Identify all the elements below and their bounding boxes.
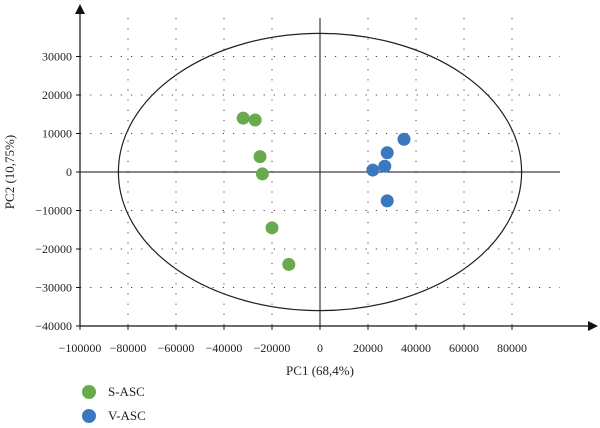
x-tick-label: 60000 [449, 341, 479, 355]
x-tick-label: −20000 [254, 341, 291, 355]
data-point-s-asc [282, 257, 296, 271]
data-point-s-asc [253, 150, 267, 164]
data-point-v-asc [380, 194, 394, 208]
y-tick-label: −10000 [35, 204, 72, 218]
data-point-v-asc [380, 146, 394, 160]
y-tick-label: −30000 [35, 281, 72, 295]
x-tick-label: 20000 [353, 341, 383, 355]
x-tick-label: −80000 [110, 341, 147, 355]
data-point-v-asc [397, 132, 411, 146]
y-tick-label: 0 [66, 165, 72, 179]
data-point-s-asc [265, 221, 279, 235]
y-axis-label: PC2 (10,75%) [2, 135, 17, 209]
legend: S-ASC V-ASC [82, 380, 146, 428]
legend-item-s-asc: S-ASC [82, 380, 146, 404]
axes-layer: −100000 −80000 −60000 −40000 −20000 0 20000 400… [35, 4, 598, 355]
x-tick-label: 80000 [497, 341, 527, 355]
legend-item-v-asc: V-ASC [82, 404, 146, 428]
legend-marker-v-asc [82, 409, 96, 423]
legend-label-s-asc: S-ASC [108, 384, 145, 399]
legend-marker-s-asc [82, 385, 96, 399]
y-tick-label: 20000 [42, 88, 72, 102]
y-tick-label: 10000 [42, 127, 72, 141]
data-point-s-asc [236, 111, 250, 125]
x-tick-label: 40000 [401, 341, 431, 355]
data-point-v-asc [378, 159, 392, 173]
x-tick-label: 0 [317, 341, 323, 355]
x-axis-arrow [588, 321, 598, 331]
x-axis-label: PC1 (68,4%) [286, 363, 354, 378]
x-tick-label: −100000 [59, 341, 102, 355]
x-tick-label: −60000 [158, 341, 195, 355]
y-tick-label: 30000 [42, 50, 72, 64]
y-tick-label: −20000 [35, 242, 72, 256]
legend-label-v-asc: V-ASC [108, 408, 146, 423]
data-point-v-asc [366, 163, 380, 177]
y-axis-arrow [75, 4, 85, 14]
x-tick-label: −40000 [206, 341, 243, 355]
data-point-s-asc [255, 167, 269, 181]
data-point-s-asc [248, 113, 262, 127]
points-layer [236, 111, 411, 271]
y-tick-label: −40000 [35, 319, 72, 333]
